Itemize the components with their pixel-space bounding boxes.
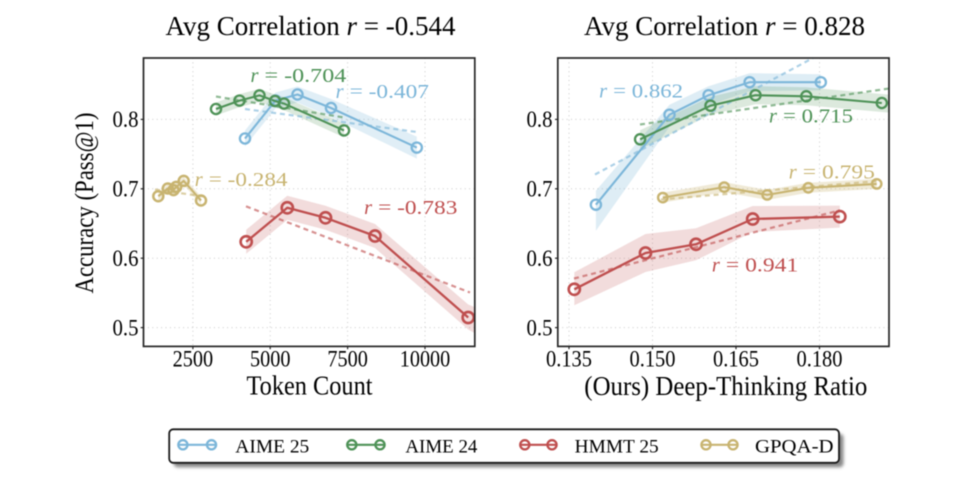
svg-text:0.7: 0.7 [527,177,553,203]
svg-text:= 0.715: = 0.715 [783,106,853,128]
svg-text:Accuracy (Pass@1): Accuracy (Pass@1) [69,113,99,294]
svg-text:0.7: 0.7 [113,177,139,203]
svg-text:= -0.704: = -0.704 [265,65,347,87]
svg-text:AIME 24: AIME 24 [405,437,477,458]
svg-text:0.180: 0.180 [797,347,843,373]
svg-text:= 0.862: = 0.862 [613,81,683,103]
svg-text:r: r [336,81,345,103]
svg-text:0.8: 0.8 [113,107,139,133]
svg-text:r: r [769,106,778,128]
svg-text:HMMT 25: HMMT 25 [575,437,659,458]
svg-text:7500: 7500 [327,347,368,373]
svg-text:0.150: 0.150 [630,347,676,373]
svg-text:r: r [195,169,204,191]
svg-text:(Ours) Deep-Thinking Ratio: (Ours) Deep-Thinking Ratio [584,371,867,401]
svg-text:Avg Correlation r = 0.828: Avg Correlation r = 0.828 [584,11,865,41]
svg-text:= 0.941: = 0.941 [726,255,798,277]
svg-text:2500: 2500 [173,347,214,373]
svg-text:0.6: 0.6 [113,246,139,272]
svg-text:5000: 5000 [250,347,291,373]
svg-text:r: r [599,81,608,103]
svg-text:= -0.284: = -0.284 [209,169,288,191]
svg-text:r: r [712,255,721,277]
svg-text:r: r [251,65,260,87]
svg-text:0.8: 0.8 [527,107,553,133]
svg-text:r: r [364,197,373,219]
svg-text:0.135: 0.135 [546,347,592,373]
svg-text:= -0.407: = -0.407 [350,81,429,103]
svg-text:0.5: 0.5 [113,315,139,341]
svg-text:0.6: 0.6 [527,246,553,272]
svg-text:0.5: 0.5 [527,315,553,341]
svg-text:AIME 25: AIME 25 [235,437,309,458]
svg-text:= -0.783: = -0.783 [378,197,457,219]
svg-text:r: r [789,162,798,184]
svg-text:10000: 10000 [400,347,451,373]
svg-text:= 0.795: = 0.795 [803,162,875,184]
svg-text:GPQA-D: GPQA-D [755,437,834,458]
svg-text:Avg Correlation r = -0.544: Avg Correlation r = -0.544 [166,11,456,41]
svg-text:0.165: 0.165 [713,347,759,373]
svg-text:Token Count: Token Count [247,371,373,401]
